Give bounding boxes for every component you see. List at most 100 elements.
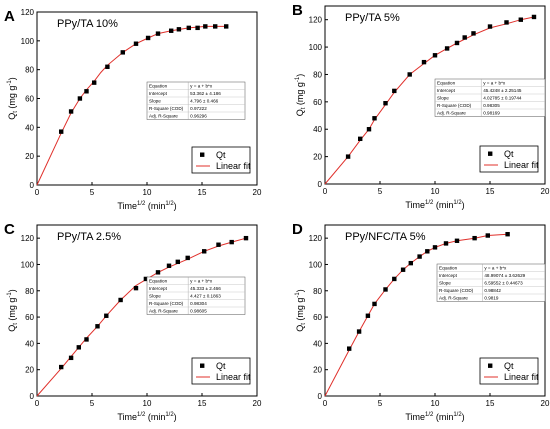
x-axis-label-unit-sup: 1/2: [453, 200, 462, 206]
fit-table-value: y = a + b*x: [190, 279, 213, 284]
fit-table-value: 4.427 ± 0.1863: [190, 294, 221, 299]
y-tick-label: 120: [21, 234, 35, 243]
data-point: [155, 31, 161, 36]
chart-panel-a: A PPy/TA 10%0 5 10 15 20020406080100120Time1/…: [4, 8, 262, 211]
x-axis-label-unit: (min: [433, 200, 453, 210]
legend-label-fit: Linear fit: [216, 372, 251, 382]
x-axis-label-sup: 1/2: [425, 200, 434, 206]
fit-table-key: R-Square (COD): [149, 301, 184, 306]
data-point: [95, 324, 100, 329]
x-tick-label: 20: [253, 399, 262, 408]
x-tick-label: 15: [198, 188, 207, 197]
x-axis-label-unit-close: ): [174, 412, 177, 422]
fit-table: Equation y = a + b*x Intercept 53.362 ± 4.1…: [146, 81, 246, 120]
chart-panel-c: C PPy/TA 2.5%0 5 10 15 20020406080100120Time1…: [4, 221, 262, 422]
data-point: [155, 270, 161, 275]
fit-table-key: Adj. R-Square: [437, 111, 466, 116]
legend-frame: [191, 357, 251, 385]
y-tick-label: 80: [313, 287, 322, 296]
y-axis-label: Qt (mg g-1): [7, 289, 19, 332]
legend-frame: [479, 357, 539, 385]
legend-label-fit: Linear fit: [216, 161, 251, 171]
data-point: [365, 313, 371, 318]
fit-table-value: 0.98605: [190, 309, 207, 314]
fit-table-key: Equation: [149, 279, 168, 284]
fit-table: Equation y = a + b*x Intercept 45.333 ± 2.4…: [146, 276, 246, 315]
fit-table-frame: [146, 81, 246, 120]
y-axis-label-base: Q: [295, 109, 305, 116]
y-tick-label: 120: [21, 8, 35, 17]
legend-frame: [479, 145, 539, 173]
panel-letter: D: [292, 221, 303, 238]
fit-table-key: Equation: [437, 81, 456, 86]
data-point: [432, 245, 438, 250]
legend-label-points: Qt: [216, 150, 226, 160]
data-point: [143, 276, 149, 282]
x-tick-label: 15: [486, 399, 495, 408]
data-point: [345, 154, 351, 159]
y-axis-label-unit: (mg g: [7, 86, 17, 112]
fit-table-key: Adj. R-Square: [439, 296, 468, 301]
data-point: [120, 50, 125, 55]
fit-table-key: R-Square (COD): [149, 106, 184, 111]
fit-table-value: 0.9819: [484, 296, 498, 301]
data-point: [243, 235, 249, 241]
y-tick-label: 20: [25, 366, 34, 375]
x-tick-label: 5: [90, 399, 95, 408]
data-point: [224, 24, 229, 29]
y-tick-label: 80: [313, 70, 322, 79]
legend-label-fit: Linear fit: [504, 160, 539, 170]
x-tick-label: 0: [323, 187, 328, 196]
fit-table-key: Slope: [149, 294, 161, 299]
legend-frame: [191, 146, 251, 174]
y-tick-label: 120: [309, 234, 323, 243]
data-point: [505, 232, 510, 237]
fit-table-key: Intercept: [437, 88, 456, 93]
data-point: [68, 355, 74, 361]
x-axis-label-unit-sup: 1/2: [165, 201, 174, 207]
y-axis-label: Qt (mg g-1): [7, 77, 19, 120]
y-tick-label: 60: [25, 95, 34, 104]
x-axis-label-unit-close: ): [462, 412, 465, 422]
y-tick-label: 80: [25, 287, 34, 296]
data-point: [400, 267, 406, 272]
fit-table-value: 6.59552 ± 0.44673: [484, 281, 523, 286]
data-point: [186, 25, 191, 31]
x-axis-label-unit: (min: [145, 201, 165, 211]
data-point: [531, 14, 537, 20]
data-point: [59, 129, 64, 134]
data-point: [417, 254, 422, 259]
x-tick-label: 0: [35, 399, 40, 408]
y-axis-label-sub: t: [301, 107, 307, 109]
x-axis-label-unit: (min: [145, 412, 165, 422]
fit-line: [36, 237, 247, 397]
data-point: [504, 20, 509, 25]
data-point: [358, 136, 363, 142]
y-axis-label-unit-sup: -1: [7, 80, 13, 86]
y-tick-label: 40: [25, 123, 34, 132]
data-point: [92, 80, 97, 85]
fit-table-key: Slope: [437, 96, 449, 101]
data-point: [133, 285, 139, 291]
legend-marker-points: [488, 363, 493, 368]
chart-title: PPy/TA 5%: [345, 12, 400, 24]
y-tick-label: 40: [313, 339, 322, 348]
fit-table-value: 4.02785 ± 0.19744: [483, 96, 522, 101]
x-axis-label-unit-close: ): [462, 200, 465, 210]
legend-marker-points: [200, 152, 205, 157]
y-tick-label: 0: [318, 180, 323, 189]
data-point: [104, 313, 109, 318]
data-point: [372, 301, 377, 307]
fit-table-value: 0.97222: [190, 106, 207, 111]
y-axis-label-sub: t: [301, 323, 307, 325]
fit-table-key: Slope: [149, 99, 161, 104]
chart-panel-d: D PPy/NFC/TA 5% 0 5 10 15 20 0 20 40 60 80 100 120 Tim…: [292, 221, 550, 422]
y-tick-label: 60: [313, 313, 322, 322]
legend-label-fit: Linear fit: [504, 372, 539, 382]
data-point: [472, 235, 477, 241]
y-tick-label: 120: [309, 16, 323, 25]
data-point: [216, 242, 221, 247]
chart-title: PPy/TA 10%: [57, 18, 118, 30]
data-point: [347, 346, 352, 351]
